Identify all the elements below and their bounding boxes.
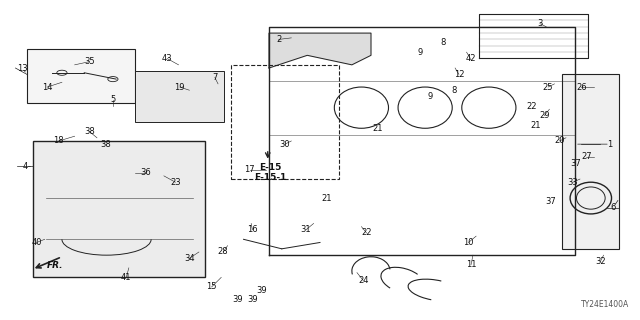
Text: 35: 35 — [84, 57, 95, 66]
Text: 5: 5 — [110, 95, 116, 104]
Text: 9: 9 — [428, 92, 433, 101]
Text: 33: 33 — [568, 178, 579, 187]
Text: 22: 22 — [526, 101, 537, 111]
Text: 8: 8 — [440, 38, 445, 47]
Text: 34: 34 — [184, 254, 195, 263]
Text: 36: 36 — [141, 168, 152, 177]
Text: 6: 6 — [611, 203, 616, 212]
Polygon shape — [269, 33, 371, 68]
FancyBboxPatch shape — [33, 141, 205, 277]
Text: 12: 12 — [454, 70, 464, 79]
Text: 13: 13 — [17, 63, 28, 73]
Text: 1: 1 — [607, 140, 612, 148]
Text: 17: 17 — [244, 165, 255, 174]
Text: 25: 25 — [543, 83, 554, 92]
Text: 28: 28 — [218, 247, 228, 257]
Text: 21: 21 — [321, 194, 332, 203]
Text: 3: 3 — [537, 19, 543, 28]
Text: 8: 8 — [451, 86, 456, 95]
Text: 4: 4 — [23, 162, 28, 171]
Text: 9: 9 — [417, 48, 422, 57]
FancyBboxPatch shape — [562, 74, 620, 249]
Text: 26: 26 — [576, 83, 587, 92]
Text: 32: 32 — [595, 257, 605, 266]
Text: FR.: FR. — [47, 261, 64, 270]
Text: 40: 40 — [31, 238, 42, 247]
Text: 31: 31 — [301, 225, 311, 234]
Text: 21: 21 — [372, 124, 383, 133]
Text: 11: 11 — [466, 260, 476, 269]
Bar — [27, 49, 135, 103]
Text: 15: 15 — [207, 282, 217, 292]
Text: 19: 19 — [175, 83, 185, 92]
Text: 7: 7 — [212, 73, 218, 82]
Text: E-15-1: E-15-1 — [254, 173, 287, 182]
Text: TY24E1400A: TY24E1400A — [581, 300, 629, 309]
Text: 10: 10 — [463, 238, 474, 247]
Text: 18: 18 — [53, 136, 64, 146]
Text: 27: 27 — [581, 152, 591, 161]
Text: 30: 30 — [280, 140, 291, 148]
Text: 38: 38 — [84, 127, 95, 136]
Text: 2: 2 — [276, 35, 281, 44]
Text: 41: 41 — [121, 273, 132, 282]
Text: 39: 39 — [256, 285, 267, 295]
Bar — [231, 65, 339, 179]
Text: 39: 39 — [232, 295, 243, 304]
Text: 29: 29 — [539, 111, 550, 120]
Text: 39: 39 — [247, 295, 258, 304]
Text: 38: 38 — [100, 140, 111, 148]
Text: 42: 42 — [465, 54, 476, 63]
Text: 21: 21 — [531, 121, 541, 130]
Text: 43: 43 — [162, 54, 172, 63]
Text: 20: 20 — [554, 136, 565, 146]
FancyBboxPatch shape — [135, 71, 225, 122]
Text: 22: 22 — [361, 228, 372, 237]
Text: 24: 24 — [358, 276, 369, 285]
Text: 37: 37 — [545, 197, 556, 206]
Text: E-15: E-15 — [259, 164, 282, 172]
Text: 16: 16 — [247, 225, 258, 234]
Text: 37: 37 — [571, 159, 582, 168]
Text: 23: 23 — [170, 178, 180, 187]
Text: 14: 14 — [42, 83, 52, 92]
